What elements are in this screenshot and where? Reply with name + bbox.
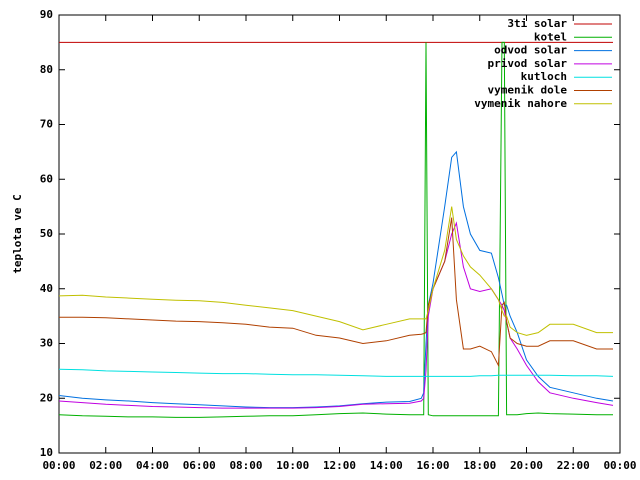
series-line bbox=[58, 150, 614, 409]
y-tick-label: 90 bbox=[40, 8, 53, 21]
legend-label: kotel bbox=[534, 30, 567, 43]
x-tick-label: 22:00 bbox=[557, 459, 590, 472]
legend-label: privod solar bbox=[488, 57, 568, 70]
legend-label: odvod solar bbox=[494, 44, 567, 57]
legend-label: vymenik dole bbox=[488, 84, 568, 97]
y-tick-label: 40 bbox=[40, 282, 53, 295]
y-tick-label: 80 bbox=[40, 63, 53, 76]
y-axis-label: teplota ve C bbox=[11, 194, 24, 273]
x-tick-label: 18:00 bbox=[463, 459, 496, 472]
legend-label: kutloch bbox=[521, 70, 567, 83]
x-tick-label: 14:00 bbox=[370, 459, 403, 472]
x-tick-label: 04:00 bbox=[136, 459, 169, 472]
y-tick-label: 10 bbox=[40, 446, 53, 459]
x-tick-label: 12:00 bbox=[323, 459, 356, 472]
legend-label: vymenik nahore bbox=[474, 97, 567, 110]
y-tick-label: 60 bbox=[40, 172, 53, 185]
series-line bbox=[58, 221, 614, 409]
series-line bbox=[58, 368, 614, 377]
y-tick-label: 30 bbox=[40, 337, 53, 350]
y-tick-label: 70 bbox=[40, 118, 53, 131]
series-line bbox=[59, 217, 613, 368]
legend-label: 3ti solar bbox=[507, 17, 567, 30]
series-line bbox=[58, 206, 613, 336]
y-tick-label: 20 bbox=[40, 391, 53, 404]
x-tick-label: 08:00 bbox=[229, 459, 262, 472]
x-tick-label: 00:00 bbox=[42, 459, 75, 472]
x-tick-label: 06:00 bbox=[183, 459, 216, 472]
y-tick-label: 50 bbox=[40, 227, 53, 240]
x-tick-label: 16:00 bbox=[416, 459, 449, 472]
x-tick-label: 00:00 bbox=[603, 459, 636, 472]
x-tick-label: 20:00 bbox=[510, 459, 543, 472]
series-line bbox=[58, 41, 613, 418]
x-tick-label: 10:00 bbox=[276, 459, 309, 472]
x-tick-label: 02:00 bbox=[89, 459, 122, 472]
